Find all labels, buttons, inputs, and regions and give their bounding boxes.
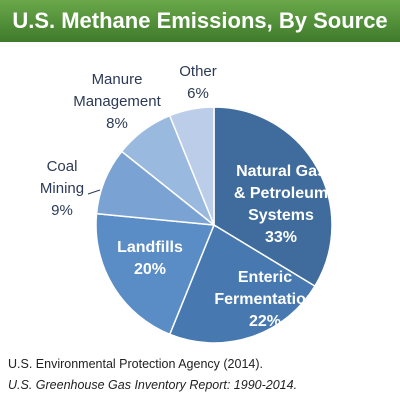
slice-name: Landfills — [117, 239, 183, 256]
slice-value: 20% — [133, 261, 167, 278]
slice-label: Enteric Fermentation 22% — [205, 267, 325, 333]
slice-value: 8% — [106, 115, 128, 132]
slice-name: Manure Management — [73, 71, 161, 110]
chart-title: U.S. Methane Emissions, By Source — [0, 0, 400, 42]
source-line: U.S. Greenhouse Gas Inventory Report: 19… — [8, 378, 298, 392]
slice-value: 9% — [51, 202, 73, 219]
pie-slice — [168, 106, 215, 226]
pie-slice — [168, 223, 316, 344]
slice-name: Other — [179, 63, 217, 80]
slice-value: 6% — [187, 85, 209, 102]
slice-name: Coal Mining — [39, 158, 85, 197]
source-line: U.S. Environmental Protection Agency (20… — [8, 357, 263, 371]
slice-name: Enteric Fermentation — [214, 269, 316, 308]
slice-label: Manure Management 8% — [57, 69, 177, 135]
slice-value: 22% — [248, 313, 282, 330]
slice-value: 33% — [264, 229, 298, 246]
slice-label: Landfills 20% — [100, 237, 200, 281]
slice-label: Other 6% — [168, 61, 228, 105]
pie-slice — [95, 212, 216, 336]
pie-slice — [213, 106, 333, 288]
leader-line — [87, 189, 101, 195]
slice-label: Natural Gas & Petroleum Systems 33% — [229, 161, 333, 249]
slice-name: Natural Gas & Petroleum Systems — [233, 163, 329, 224]
slice-label: Coal Mining 9% — [32, 156, 92, 222]
